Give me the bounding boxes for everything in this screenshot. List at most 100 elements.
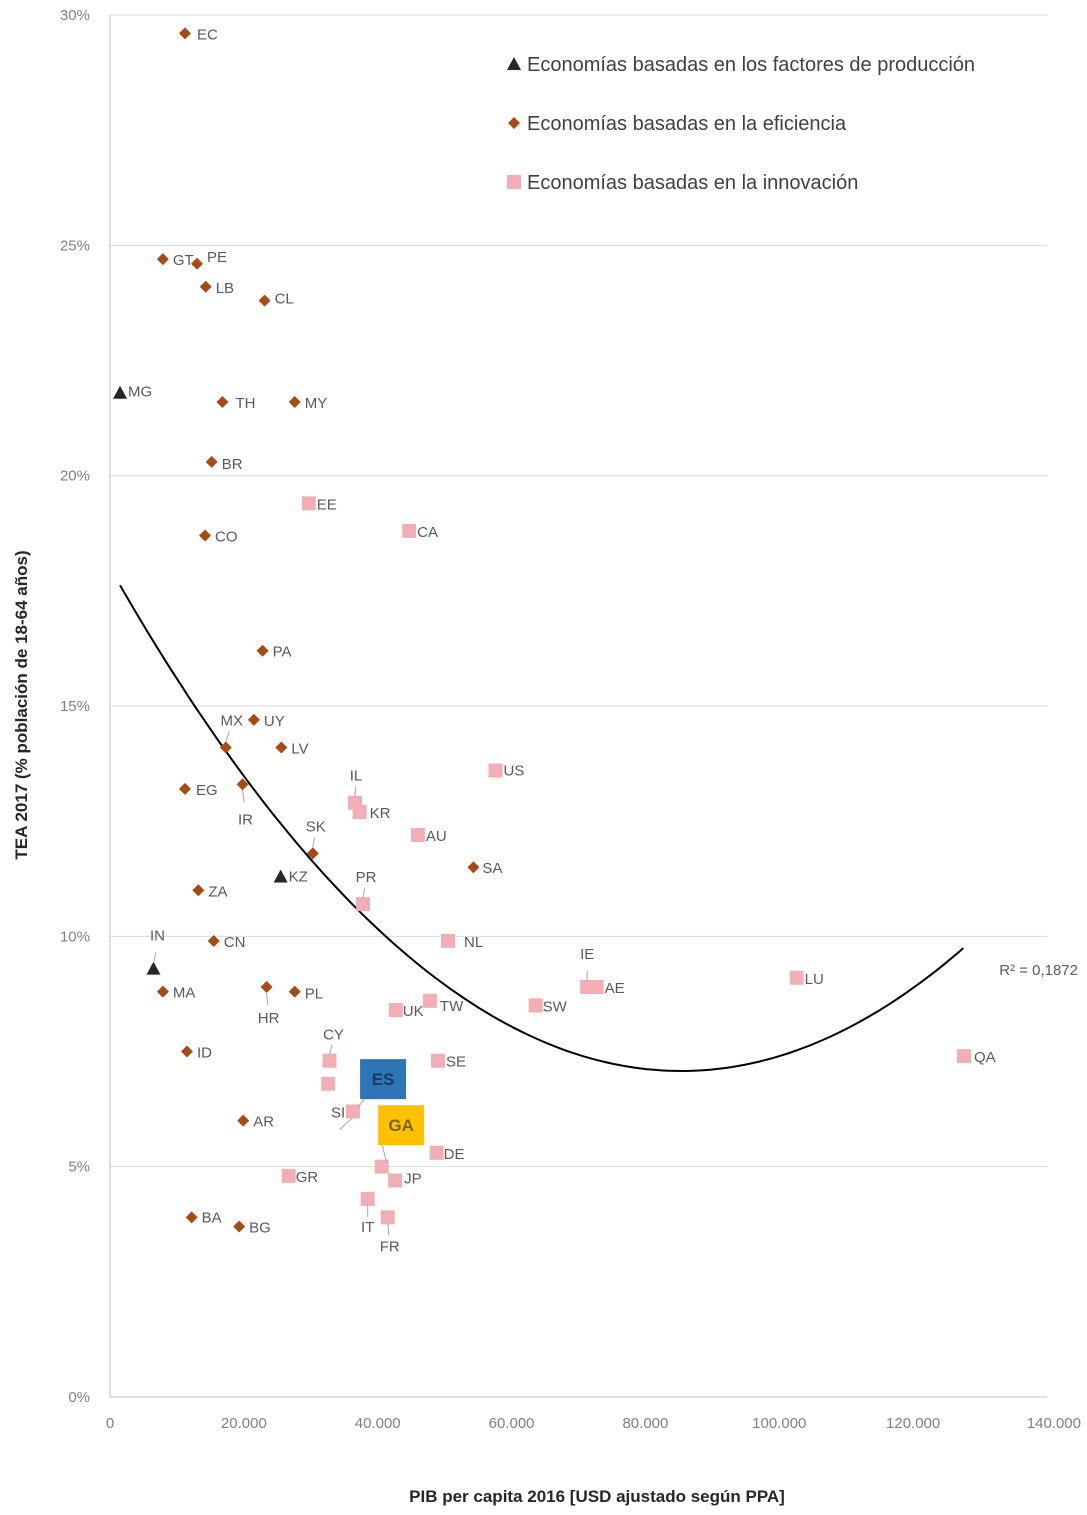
y-axis-title: TEA 2017 (% población de 18-64 años): [12, 550, 31, 859]
point-label-sw: SW: [543, 998, 568, 1015]
highlight-boxes: ES GA: [357, 1059, 425, 1163]
x-tick-label: 100.000: [752, 1415, 806, 1432]
point-uk: [388, 1003, 403, 1018]
point-label-mg: MG: [128, 384, 152, 401]
point-label-gr: GR: [296, 1169, 319, 1186]
point-pr: [355, 897, 370, 912]
point-label-hr: HR: [258, 1010, 280, 1027]
point-gt: [156, 253, 169, 266]
data-points: MG KZ IN EC GT PE LB CL TH MY BR CO PA MX UY LV EG IR SK ZA…: [113, 26, 996, 1255]
legend-item-square: Economías basadas en la innovación: [507, 172, 858, 194]
label-leader: [312, 837, 316, 848]
axes: 0% 5% 10% 15% 20% 25% 30% 0 20.000 40.000 60.000 80…: [60, 7, 1081, 1432]
point-cy: [322, 1053, 337, 1068]
point-id: [180, 1045, 193, 1058]
point-label-mx: MX: [221, 712, 244, 729]
point-label-kr: KR: [370, 805, 391, 822]
highlight-label-es: ES: [372, 1070, 395, 1089]
point-mg: [113, 385, 128, 399]
point-label-si: SI: [331, 1104, 345, 1121]
point-label-bg: BG: [249, 1220, 271, 1237]
point-hr: [260, 981, 273, 994]
label-leader: [387, 1223, 390, 1236]
point-label-pr: PR: [356, 869, 377, 886]
point-my: [288, 395, 301, 408]
point-lu: [789, 970, 804, 985]
point-za: [192, 884, 205, 897]
highlight-box-ga: [378, 1105, 425, 1146]
point-label-lu: LU: [805, 971, 824, 988]
point-th: [216, 395, 229, 408]
point-label-ee: EE: [317, 496, 337, 513]
point-ae: [589, 980, 604, 995]
point-label-pa: PA: [273, 644, 292, 661]
point-label-ec: EC: [197, 26, 218, 43]
point-label-gt: GT: [173, 252, 194, 269]
point-ec: [178, 27, 191, 40]
y-tick-label: 10%: [60, 928, 90, 945]
y-tick-label: 0%: [68, 1389, 90, 1406]
point-label-pe: PE: [207, 249, 227, 266]
point-label-ba: BA: [202, 1209, 222, 1226]
point-label-ae: AE: [605, 980, 625, 997]
point-label-in: IN: [150, 928, 165, 945]
point-unlabeled: [321, 1076, 336, 1091]
label-leader: [266, 992, 269, 1006]
point-label-th: TH: [235, 395, 255, 412]
r-squared-label: R² = 0,1872: [999, 962, 1078, 979]
point-label-uy: UY: [264, 713, 285, 730]
point-cl: [258, 294, 271, 307]
point-ar: [237, 1114, 250, 1127]
point-cn: [207, 934, 220, 947]
point-label-se: SE: [446, 1054, 466, 1071]
point-label-pl: PL: [305, 986, 323, 1003]
y-tick-label: 5%: [68, 1159, 90, 1176]
point-au: [410, 827, 425, 842]
point-label-ma: MA: [173, 985, 196, 1002]
point-label-sa: SA: [482, 860, 502, 877]
point-pa: [256, 644, 269, 657]
legend-label: Economías basadas en la eficiencia: [527, 113, 847, 135]
point-label-qa: QA: [974, 1049, 996, 1066]
y-tick-label: 25%: [60, 237, 90, 254]
legend-marker-diamond: [508, 117, 520, 129]
highlight-leader: [381, 1145, 388, 1163]
x-tick-label: 60.000: [489, 1415, 535, 1432]
point-kr: [352, 804, 367, 819]
point-fr: [380, 1210, 395, 1225]
point-ca: [402, 523, 417, 538]
point-label-fr: FR: [380, 1238, 400, 1255]
point-label-ie: IE: [580, 946, 594, 963]
point-label-cl: CL: [275, 291, 294, 308]
point-kz: [273, 869, 288, 883]
highlight-label-ga: GA: [388, 1116, 414, 1135]
point-label-lv: LV: [291, 740, 308, 757]
x-tick-label: 120.000: [886, 1415, 940, 1432]
grid: [110, 14, 1047, 1168]
legend: Economías basadas en los factores de pro…: [507, 54, 975, 194]
point-label-ir: IR: [238, 811, 253, 828]
point-label-nl: NL: [464, 934, 483, 951]
point-us: [488, 763, 503, 778]
point-qa: [957, 1049, 972, 1064]
label-leader: [242, 790, 245, 803]
legend-marker-square: [507, 175, 521, 189]
point-label-eg: EG: [196, 782, 218, 799]
point-it: [360, 1191, 375, 1206]
point-label-uk: UK: [403, 1003, 424, 1020]
point-sa: [467, 861, 480, 874]
point-pl: [288, 985, 301, 998]
label-leader: [354, 786, 357, 797]
point-label-us: US: [504, 762, 525, 779]
point-sk: [306, 847, 319, 860]
point-in: [146, 961, 161, 975]
point-label-br: BR: [222, 456, 243, 473]
point-ir: [236, 778, 249, 791]
point-label-za: ZA: [208, 883, 227, 900]
point-label-au: AU: [426, 828, 447, 845]
series-triangle: MG KZ IN: [113, 384, 308, 975]
point-label-cy: CY: [323, 1027, 344, 1044]
legend-item-diamond: Economías basadas en la eficiencia: [508, 113, 847, 135]
point-ba: [185, 1211, 198, 1224]
